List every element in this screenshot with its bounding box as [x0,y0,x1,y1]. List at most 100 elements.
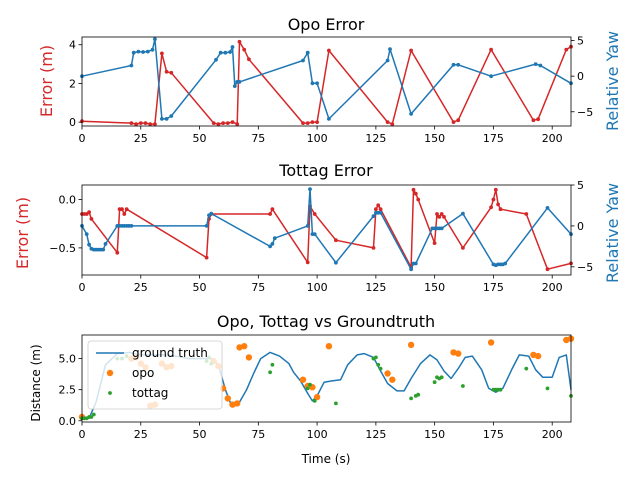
error-point [489,205,493,210]
tottag-point [545,386,550,391]
y-tick-label: 4 [69,39,76,52]
tottag-legend-marker [108,391,112,395]
legend-box [87,340,223,410]
relative-yaw-point [489,74,493,79]
relative-yaw-point [334,260,338,265]
tottag-point [378,366,383,371]
x-tick-label: 75 [251,281,265,294]
tottag-point [334,401,338,406]
error-point [456,118,461,123]
y-tick-label: 0.0 [59,194,77,207]
plot-frame [81,184,572,276]
error-point [160,51,164,56]
error-point [461,246,465,250]
tottag-point [305,386,310,391]
error-point [120,207,124,212]
error-point [327,48,331,53]
opo-error-chart: Opo Error Error (m) Relative Yaw 0 25 50 75… [37,15,622,145]
relative-yaw-point [228,50,233,54]
error-point [437,215,442,219]
tottag-point [268,370,272,375]
relative-yaw-point [315,81,319,86]
relative-yaw-point [371,214,376,219]
relative-yaw-point [141,50,146,54]
opo-point [384,370,391,377]
tottag-point [432,380,437,385]
opo-point [299,376,307,383]
x-tick-label: 200 [542,132,563,145]
tottag-error-chart: Tottag Error Error (m) Relative Yaw 0 25 5… [13,161,622,294]
relative-yaw-point [230,45,235,49]
opo-point [241,343,248,350]
error-point [545,267,550,272]
x-tick-label: 125 [365,428,386,441]
error-point [169,70,174,75]
relative-yaw-point [129,63,134,68]
error-point [334,238,338,243]
y-tick-label-right: 0 [577,220,584,233]
error-point [153,122,157,126]
error-point [524,212,529,216]
error-point [122,212,127,216]
y-axis-label-right: Relative Yaw [603,183,622,283]
x-tick-label: 50 [193,132,207,145]
relative-yaw-point [456,62,461,67]
opo-point [245,354,253,361]
y-axis-label: Distance (m) [29,344,43,421]
error-point [230,120,235,124]
relative-yaw-point [545,206,550,210]
error-point [301,121,305,125]
y-tick-label: 0 [69,116,76,129]
error-point [305,121,310,125]
error-point [390,122,395,126]
error-point [439,212,444,216]
error-point [496,202,500,207]
plot-frame [81,334,572,423]
error-point [138,121,143,125]
x-axis-label: Time (s) [301,452,351,466]
relative-yaw-point [237,80,242,84]
error-point [87,210,91,215]
x-tick-label: 175 [483,132,504,145]
y-tick-label: −0.5 [49,242,76,255]
y-tick-label-right: −5 [577,106,593,119]
error-point [221,121,226,125]
relative-yaw-point [145,49,150,54]
error-point [536,117,540,122]
relative-yaw-point [223,50,228,55]
x-tick-label: 175 [483,281,504,294]
error-point [216,122,221,126]
opo-point [325,343,333,350]
tottag-point [524,366,529,371]
x-tick-label: 50 [193,281,207,294]
error-point [491,197,496,202]
error-point [129,121,134,125]
relative-yaw-point [272,236,277,241]
error-point [211,121,216,125]
relative-yaw-point [533,62,538,66]
relative-yaw-point [160,117,164,121]
opo-point [455,350,462,357]
error-point [247,57,251,62]
error-point [310,120,315,124]
relative-yaw-point [461,211,465,216]
error-point [564,47,569,52]
error-point [374,207,378,212]
error-point [489,47,493,52]
relative-yaw-point [385,58,390,63]
y-tick-label: 5.0 [59,353,77,366]
error-point [413,191,418,196]
relative-yaw-point [218,50,223,55]
error-point [225,121,230,125]
x-tick-label: 200 [542,281,563,294]
x-tick-label: 200 [542,428,563,441]
error-point [498,207,503,212]
relative-yaw-point [129,224,134,228]
error-point [315,120,319,124]
x-tick-label: 0 [79,132,86,145]
relative-yaw-point [204,224,209,228]
error-point [416,197,421,202]
plot-frame [81,36,572,127]
chart-title: Opo, Tottag vs Groundtruth [217,312,435,331]
tottag-point [89,415,94,419]
